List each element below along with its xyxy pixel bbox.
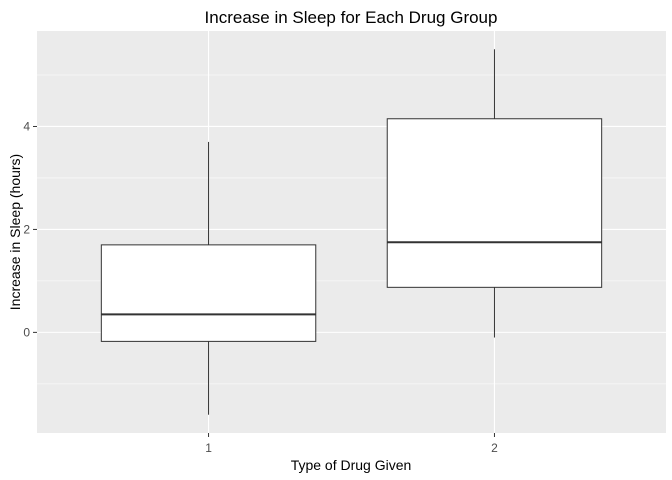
x-tick-label: 2 [491, 441, 498, 455]
box-iqr [100, 244, 317, 342]
y-tick-label: 0 [23, 325, 30, 339]
box-series [100, 49, 603, 415]
x-axis-title: Type of Drug Given [291, 457, 412, 473]
y-axis-title: Increase in Sleep (hours) [7, 154, 23, 310]
box-iqr [386, 118, 603, 288]
y-tick-label: 2 [23, 222, 30, 236]
y-tick-label: 4 [23, 119, 30, 133]
box-group-2 [386, 49, 603, 338]
y-axis: 0 2 4 [23, 119, 37, 339]
x-tick-label: 1 [205, 441, 212, 455]
box-group-1 [100, 141, 317, 415]
chart-title: Increase in Sleep for Each Drug Group [205, 8, 498, 27]
